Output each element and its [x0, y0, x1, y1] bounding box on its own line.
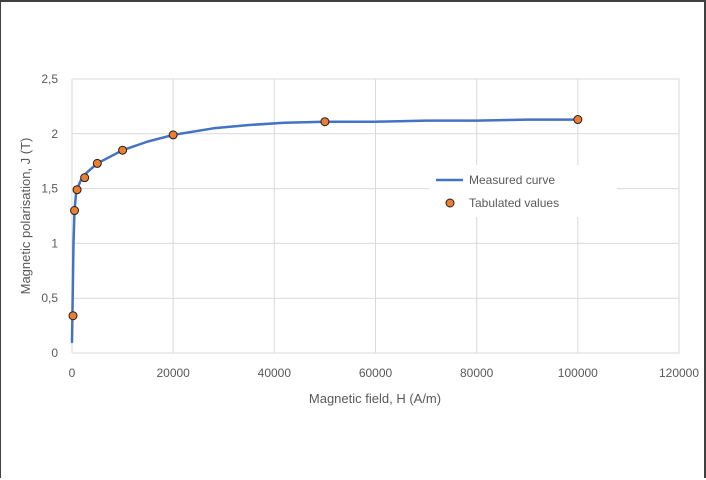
legend: Measured curve Tabulated values: [429, 165, 617, 217]
x-tick-labels: 0 20000 40000 60000 80000 100000 120000: [69, 366, 700, 380]
tabulated-point: [168, 130, 178, 140]
tabulated-point: [92, 158, 102, 168]
y-tick-label: 2,5: [41, 72, 58, 86]
y-tick-labels: 0 0,5 1 1,5 2 2,5: [41, 72, 58, 360]
y-tick-label: 1,5: [41, 182, 58, 196]
x-tick-label: 20000: [156, 366, 190, 380]
tabulated-point: [118, 145, 128, 155]
legend-label-tabulated: Tabulated values: [469, 196, 559, 210]
y-tick-label: 0: [51, 346, 58, 360]
tabulated-point: [68, 311, 78, 321]
x-tick-label: 100000: [558, 366, 598, 380]
tabulated-point: [320, 117, 330, 127]
y-axis-title: Magnetic polarisation, J (T): [18, 138, 33, 295]
x-tick-label: 60000: [359, 366, 393, 380]
tabulated-points: [68, 115, 583, 321]
legend-label-measured: Measured curve: [469, 173, 555, 187]
measured-curve: [70, 118, 580, 344]
legend-marker-swatch: [445, 198, 455, 208]
tabulated-point: [70, 206, 80, 216]
x-tick-label: 0: [69, 366, 76, 380]
tabulated-point: [573, 115, 583, 125]
x-tick-label: 80000: [460, 366, 494, 380]
x-axis-title: Magnetic field, H (A/m): [309, 391, 441, 406]
x-tick-label: 40000: [258, 366, 292, 380]
tabulated-point: [72, 185, 82, 195]
measured-curve-line: [70, 118, 580, 344]
y-tick-label: 0,5: [41, 291, 58, 305]
y-tick-label: 2: [51, 127, 58, 141]
grid: [71, 78, 680, 354]
legend-background: [429, 165, 617, 217]
y-tick-label: 1: [51, 236, 58, 250]
x-tick-label: 120000: [659, 366, 699, 380]
tabulated-point: [80, 173, 90, 183]
